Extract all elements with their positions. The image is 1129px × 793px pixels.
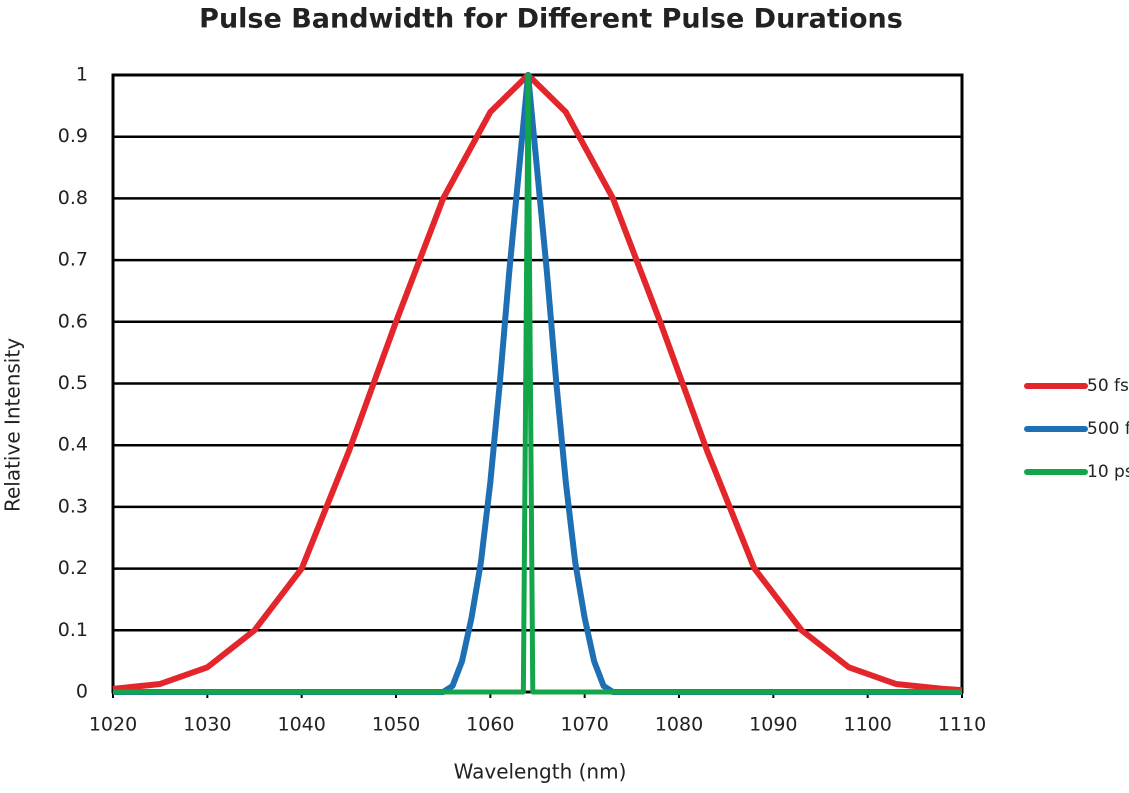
y-tick-label: 0.5: [58, 372, 88, 394]
line-series: [113, 72, 962, 695]
legend-label: 50 fs: [1087, 376, 1129, 396]
y-tick-label: 0.6: [58, 310, 88, 332]
x-tick-label: 1060: [466, 714, 514, 736]
y-axis-label: Relative Intensity: [1, 338, 25, 512]
line-series: [112, 72, 963, 694]
legend-label: 10 ps: [1087, 462, 1129, 482]
x-tick-label: 1090: [749, 714, 797, 736]
x-tick-label: 1110: [938, 714, 986, 736]
y-tick-label: 0.1: [58, 619, 88, 641]
chart-title: Pulse Bandwidth for Different Pulse Dura…: [199, 4, 903, 35]
x-tick-label: 1030: [183, 714, 231, 736]
x-axis-label: Wavelength (nm): [454, 760, 627, 784]
y-tick-label: 1: [76, 64, 88, 86]
x-tick-label: 1070: [560, 714, 608, 736]
x-tick-label: 1050: [372, 714, 420, 736]
y-tick-label: 0.2: [58, 557, 88, 579]
x-tick-label: 1100: [843, 714, 891, 736]
x-tick-label: 1040: [277, 714, 325, 736]
y-tick-label: 0.8: [58, 187, 88, 209]
legend-label: 500 fs: [1087, 419, 1129, 439]
x-tick-label: 1020: [89, 714, 137, 736]
y-tick-label: 0.7: [58, 249, 88, 271]
y-tick-label: 0.3: [58, 495, 88, 517]
y-tick-label: 0.9: [58, 125, 88, 147]
y-tick-label: 0.4: [58, 434, 88, 456]
y-tick-label: 0: [76, 681, 88, 703]
x-tick-label: 1080: [655, 714, 703, 736]
